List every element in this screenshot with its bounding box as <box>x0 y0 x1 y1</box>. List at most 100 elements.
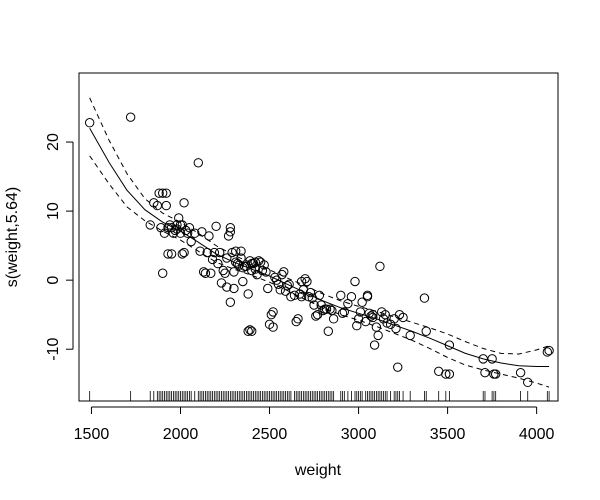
data-point <box>197 227 207 237</box>
data-point <box>391 323 401 334</box>
data-point <box>480 367 490 378</box>
data-point <box>337 308 348 318</box>
data-point <box>291 316 301 327</box>
data-point <box>284 279 294 289</box>
data-point <box>206 268 216 278</box>
data-point <box>247 326 257 336</box>
data-point <box>352 321 362 331</box>
x-tick-label: 4000 <box>519 426 555 443</box>
data-point <box>231 246 241 256</box>
data-point <box>182 228 193 238</box>
data-point <box>204 231 214 241</box>
data-point <box>279 267 289 277</box>
data-point <box>209 247 220 258</box>
data-point <box>214 247 225 258</box>
data-point <box>393 362 403 372</box>
data-point <box>542 347 553 357</box>
rug-ticks-group <box>89 391 550 401</box>
data-point <box>261 267 271 277</box>
data-point <box>346 292 357 302</box>
y-tick-label: 10 <box>45 202 62 220</box>
data-point <box>213 258 223 269</box>
plot-frame <box>78 72 559 402</box>
data-point <box>366 311 376 321</box>
data-point <box>368 312 378 323</box>
data-point <box>282 280 293 291</box>
data-point <box>490 369 501 379</box>
data-point <box>321 304 332 314</box>
data-point <box>184 222 195 233</box>
data-point <box>225 227 236 237</box>
data-point <box>170 225 180 236</box>
data-point <box>163 249 173 259</box>
data-point <box>145 220 155 230</box>
data-point <box>368 309 378 320</box>
data-point <box>311 311 321 321</box>
data-point <box>314 290 325 301</box>
data-point <box>323 326 333 336</box>
data-point <box>369 340 380 350</box>
data-point <box>177 249 187 259</box>
data-point <box>421 326 431 336</box>
data-point <box>154 188 164 198</box>
data-point <box>165 220 175 230</box>
data-point <box>198 267 209 277</box>
data-point <box>225 297 236 307</box>
data-point <box>444 369 455 379</box>
data-point <box>489 369 499 379</box>
data-point <box>218 265 228 276</box>
data-point <box>302 276 312 287</box>
data-point <box>300 274 310 284</box>
data-point <box>325 304 335 314</box>
data-point <box>243 326 253 336</box>
x-tick-label: 2500 <box>252 426 288 443</box>
y-tick-label: 0 <box>45 276 62 285</box>
data-point <box>293 314 303 324</box>
data-point <box>362 292 373 302</box>
data-point <box>172 220 182 230</box>
smooth-fit-group <box>89 97 550 388</box>
x-tick-label: 2000 <box>163 426 199 443</box>
data-point <box>229 283 239 294</box>
data-point <box>398 312 408 323</box>
data-point <box>273 279 284 289</box>
data-point <box>289 290 300 301</box>
x-tick-label: 3500 <box>430 426 466 443</box>
axes-group: 1500 2000 2500 3000 3500 4000 -10 0 10 20 <box>45 133 555 443</box>
upper-confidence-band-line <box>89 97 550 355</box>
data-point <box>202 247 212 258</box>
y-axis-title: s(weight,5.64) <box>4 187 21 288</box>
data-point <box>339 307 350 317</box>
data-point <box>157 268 168 278</box>
data-point <box>266 309 277 320</box>
data-point <box>350 276 360 287</box>
data-point <box>125 112 136 122</box>
data-point <box>245 325 255 335</box>
data-point <box>179 247 189 258</box>
data-point <box>544 345 554 356</box>
data-point <box>357 297 367 307</box>
data-point <box>328 314 339 324</box>
data-point <box>305 287 316 298</box>
data-point <box>419 293 430 303</box>
data-point <box>225 222 236 233</box>
data-point <box>487 354 497 364</box>
data-point <box>243 289 253 299</box>
data-point <box>84 118 95 128</box>
data-point <box>263 283 273 294</box>
data-point <box>195 246 205 256</box>
data-points-group <box>84 112 554 388</box>
data-point <box>268 307 278 317</box>
data-point <box>193 158 204 168</box>
data-point <box>444 340 455 350</box>
x-axis-title: weight <box>294 462 342 479</box>
y-tick-label: 20 <box>45 133 62 151</box>
smooth-fit-line <box>89 127 550 367</box>
data-point <box>405 330 415 341</box>
data-point <box>441 369 451 379</box>
data-point <box>190 228 200 238</box>
x-tick-label: 1500 <box>74 426 110 443</box>
lower-confidence-band-line <box>89 155 550 388</box>
y-tick-label: -10 <box>45 338 62 361</box>
